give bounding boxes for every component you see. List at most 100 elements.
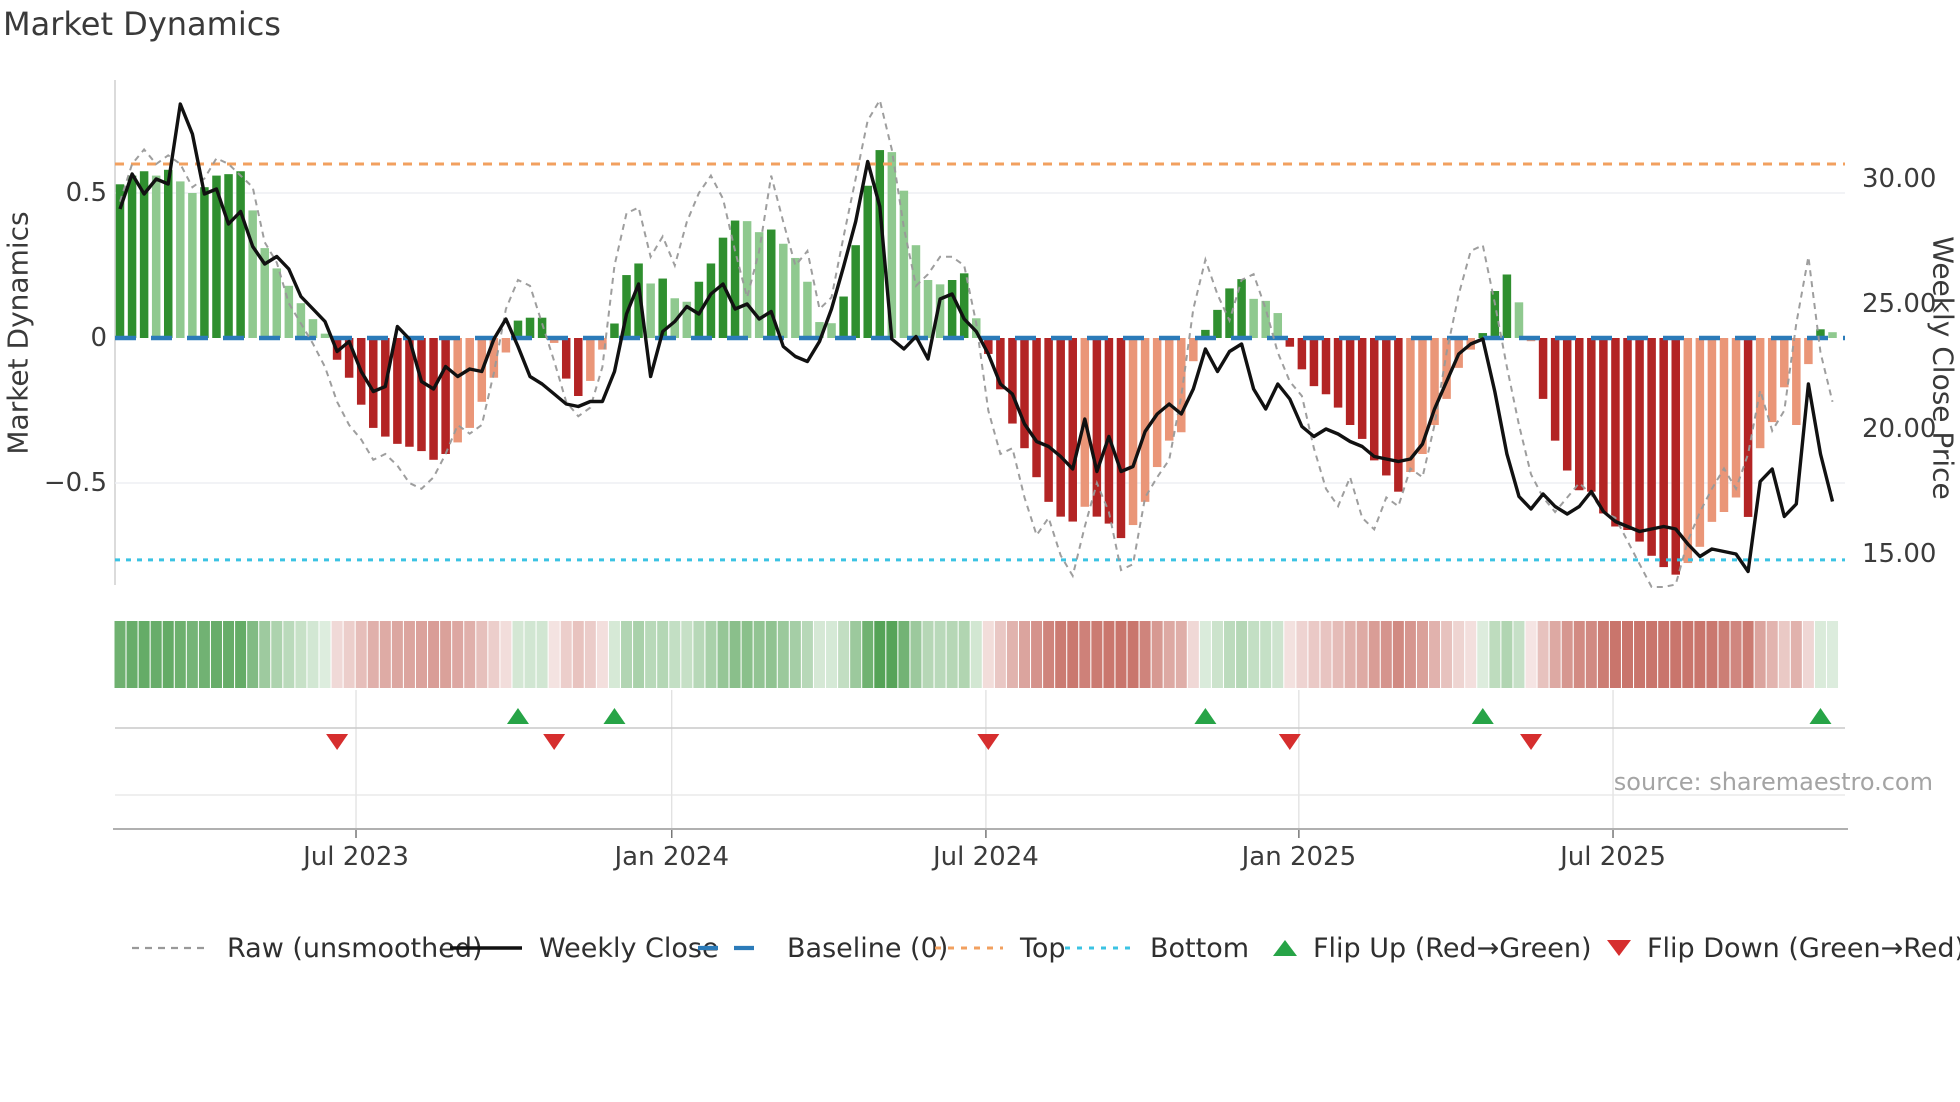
dynamics-bar	[899, 190, 909, 338]
flip-down-marker	[977, 734, 1000, 750]
dynamics-bar	[1514, 302, 1524, 338]
dynamics-bar	[598, 338, 607, 350]
heatmap-cell	[826, 621, 838, 688]
heatmap-cell	[777, 621, 789, 688]
dynamics-bar	[754, 232, 764, 338]
dynamics-bar	[984, 338, 993, 354]
dynamics-bar	[163, 169, 173, 338]
heatmap-cell	[789, 621, 801, 688]
heatmap-cell	[174, 621, 186, 688]
heatmap-cell	[850, 621, 862, 688]
heatmap-cell	[331, 621, 343, 688]
heatmap-cell	[500, 621, 512, 688]
heatmap-cell	[1067, 621, 1079, 688]
heatmap-cell	[1634, 621, 1646, 688]
heatmap-cell	[1658, 621, 1670, 688]
heatmap-cell	[657, 621, 669, 688]
heatmap-cell	[1416, 621, 1428, 688]
flip-up-marker	[1471, 708, 1494, 724]
dynamics-bar	[1044, 338, 1053, 502]
heatmap-cell	[1356, 621, 1368, 688]
heatmap-cell	[1682, 621, 1694, 688]
heatmap-cell	[1127, 621, 1139, 688]
heatmap-cell	[669, 621, 681, 688]
dynamics-bar	[115, 184, 125, 338]
dynamics-bar	[1285, 338, 1295, 347]
heatmap-cell	[247, 621, 259, 688]
heatmap-cell	[705, 621, 717, 688]
dynamics-bar	[1225, 288, 1234, 338]
heatmap-cell	[1585, 621, 1597, 688]
dynamics-bar	[188, 193, 197, 338]
dynamics-bar	[224, 174, 233, 338]
heatmap-cell	[1694, 621, 1706, 688]
dynamics-bar	[1213, 309, 1222, 338]
heatmap-cell	[1766, 621, 1778, 688]
heatmap-cell	[572, 621, 584, 688]
dynamics-bar	[1490, 291, 1500, 338]
dynamics-bar	[959, 273, 969, 338]
heatmap-cell	[1019, 621, 1030, 688]
dynamics-bar	[682, 301, 692, 338]
heatmap-cell	[1597, 621, 1609, 688]
heatmap-cell	[560, 621, 572, 688]
heatmap-cell	[259, 621, 271, 688]
dynamics-bar	[1032, 338, 1041, 478]
heatmap-cell	[126, 621, 138, 688]
heatmap-cell	[1199, 621, 1211, 688]
heatmap-cell	[512, 621, 524, 688]
flip-up-marker	[1194, 708, 1217, 724]
heatmap-cell	[898, 621, 910, 688]
heatmap-cell	[1441, 621, 1453, 688]
heatmap-cell	[440, 621, 452, 688]
dynamics-bar	[1731, 338, 1741, 498]
dynamics-bar	[1297, 338, 1307, 370]
heatmap-cell	[1489, 621, 1501, 688]
heatmap-cell	[319, 621, 331, 688]
dynamics-bar	[561, 338, 571, 379]
dynamics-bar	[923, 280, 933, 338]
heatmap-cell	[813, 621, 825, 688]
flip-up-marker	[1809, 708, 1832, 724]
heatmap-cell	[452, 621, 464, 688]
dynamics-bar	[127, 175, 137, 338]
dynamics-bar	[670, 298, 680, 338]
dynamics-bar	[1635, 338, 1644, 542]
heatmap-cell	[633, 621, 645, 688]
heatmap-cell	[1549, 621, 1561, 688]
dynamics-bar	[1273, 313, 1283, 338]
dynamics-bar	[1550, 338, 1560, 441]
heatmap-cell	[1224, 621, 1236, 688]
dynamics-bar	[1792, 338, 1801, 425]
dynamics-bar	[1237, 279, 1246, 338]
dynamics-bar	[453, 338, 462, 443]
dynamics-bar	[200, 187, 209, 338]
dynamics-bar	[1177, 338, 1186, 433]
dynamics-bar	[1683, 338, 1693, 564]
dynamics-bar	[1382, 338, 1391, 476]
heatmap-cell	[1525, 621, 1537, 688]
dynamics-bar	[1430, 338, 1439, 425]
dynamics-bar	[658, 278, 667, 338]
heatmap-cell	[1115, 621, 1127, 688]
dynamics-bar	[1780, 338, 1789, 388]
heatmap-cell	[476, 621, 488, 688]
heatmap-cell	[1392, 621, 1404, 688]
dynamics-bar	[1804, 338, 1813, 365]
dynamics-bar	[1140, 338, 1150, 502]
dynamics-bar	[1707, 338, 1717, 522]
dynamics-bar	[344, 338, 354, 378]
dynamics-bar	[610, 323, 619, 338]
dynamics-bar	[272, 268, 282, 338]
dynamics-bar	[236, 171, 245, 338]
dynamics-bar	[1357, 338, 1367, 439]
dynamics-bar	[779, 243, 788, 338]
heatmap-cell	[186, 621, 198, 688]
dynamics-bar	[1623, 338, 1632, 530]
heatmap-cell	[1561, 621, 1573, 688]
heatmap-cell	[946, 621, 958, 688]
dynamics-bar	[586, 338, 595, 381]
dynamics-bar	[1092, 338, 1102, 517]
heatmap-cell	[1260, 621, 1272, 688]
